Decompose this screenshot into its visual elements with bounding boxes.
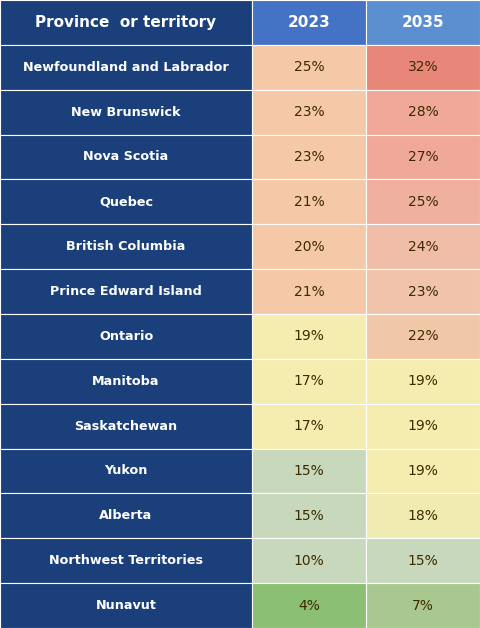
Text: 21%: 21% xyxy=(294,195,324,209)
Bar xyxy=(366,269,480,314)
Text: 22%: 22% xyxy=(408,330,438,344)
Bar xyxy=(0,45,252,90)
Text: 17%: 17% xyxy=(294,419,324,433)
Bar xyxy=(366,494,480,538)
Text: 28%: 28% xyxy=(408,105,438,119)
Bar xyxy=(252,314,366,359)
Bar xyxy=(366,314,480,359)
Bar xyxy=(252,448,366,494)
Bar xyxy=(0,180,252,224)
Bar xyxy=(0,90,252,134)
Bar xyxy=(252,583,366,628)
Text: 21%: 21% xyxy=(294,284,324,298)
Text: 19%: 19% xyxy=(408,419,438,433)
Text: Saskatchewan: Saskatchewan xyxy=(74,420,178,433)
Bar xyxy=(366,404,480,448)
Bar xyxy=(0,583,252,628)
Bar xyxy=(252,0,366,45)
Bar xyxy=(366,359,480,404)
Text: 2035: 2035 xyxy=(402,15,444,30)
Text: 23%: 23% xyxy=(294,150,324,164)
Text: 7%: 7% xyxy=(412,598,434,612)
Text: 25%: 25% xyxy=(408,195,438,209)
Bar xyxy=(366,583,480,628)
Text: 15%: 15% xyxy=(408,554,438,568)
Text: 20%: 20% xyxy=(294,240,324,254)
Bar xyxy=(366,134,480,180)
Bar xyxy=(0,448,252,494)
Text: British Columbia: British Columbia xyxy=(66,241,186,253)
Text: Manitoba: Manitoba xyxy=(92,375,160,387)
Bar xyxy=(366,45,480,90)
Text: 24%: 24% xyxy=(408,240,438,254)
Bar xyxy=(366,0,480,45)
Text: 25%: 25% xyxy=(294,60,324,74)
Text: 2023: 2023 xyxy=(288,15,330,30)
Bar xyxy=(0,494,252,538)
Text: Northwest Territories: Northwest Territories xyxy=(49,555,203,567)
Text: Nunavut: Nunavut xyxy=(96,599,156,612)
Text: 19%: 19% xyxy=(408,374,438,388)
Bar xyxy=(252,134,366,180)
Text: Nova Scotia: Nova Scotia xyxy=(84,151,168,163)
Bar xyxy=(252,494,366,538)
Bar xyxy=(252,538,366,583)
Bar xyxy=(0,0,252,45)
Bar xyxy=(252,45,366,90)
Bar xyxy=(0,269,252,314)
Text: 15%: 15% xyxy=(294,464,324,478)
Bar xyxy=(252,269,366,314)
Bar xyxy=(252,224,366,269)
Text: 10%: 10% xyxy=(294,554,324,568)
Bar xyxy=(252,90,366,134)
Text: Quebec: Quebec xyxy=(99,195,153,208)
Text: Prince Edward Island: Prince Edward Island xyxy=(50,285,202,298)
Text: Ontario: Ontario xyxy=(99,330,153,343)
Text: Yukon: Yukon xyxy=(104,465,148,477)
Text: 15%: 15% xyxy=(294,509,324,523)
Bar xyxy=(366,180,480,224)
Bar xyxy=(0,134,252,180)
Bar xyxy=(366,90,480,134)
Text: Alberta: Alberta xyxy=(99,509,153,522)
Bar xyxy=(0,538,252,583)
Text: 19%: 19% xyxy=(408,464,438,478)
Text: New Brunswick: New Brunswick xyxy=(71,106,181,119)
Text: Province  or territory: Province or territory xyxy=(36,15,216,30)
Text: 17%: 17% xyxy=(294,374,324,388)
Bar xyxy=(366,224,480,269)
Text: 19%: 19% xyxy=(294,330,324,344)
Bar xyxy=(0,359,252,404)
Bar xyxy=(366,448,480,494)
Bar xyxy=(0,404,252,448)
Bar xyxy=(0,314,252,359)
Bar xyxy=(366,538,480,583)
Text: 32%: 32% xyxy=(408,60,438,74)
Text: 23%: 23% xyxy=(294,105,324,119)
Bar xyxy=(252,404,366,448)
Text: 18%: 18% xyxy=(408,509,438,523)
Text: 4%: 4% xyxy=(298,598,320,612)
Bar xyxy=(252,180,366,224)
Text: 27%: 27% xyxy=(408,150,438,164)
Text: Newfoundland and Labrador: Newfoundland and Labrador xyxy=(23,61,229,73)
Text: 23%: 23% xyxy=(408,284,438,298)
Bar xyxy=(0,224,252,269)
Bar xyxy=(252,359,366,404)
